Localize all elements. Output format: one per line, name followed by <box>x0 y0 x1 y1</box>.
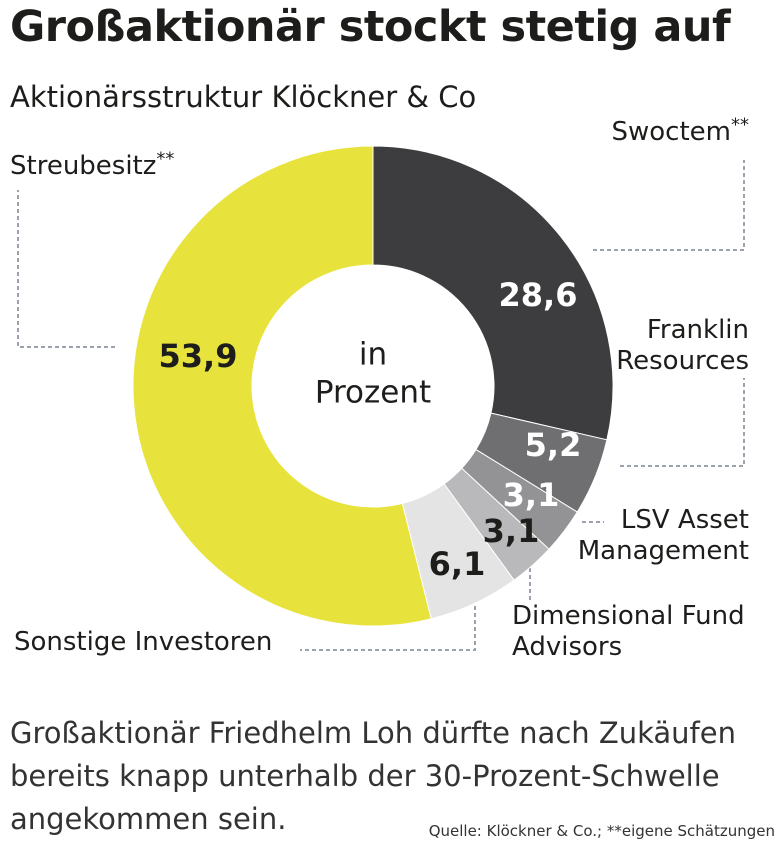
category-label-lsv-asset-management: LSV Asset Management <box>577 505 749 566</box>
slice-swoctem <box>372 145 614 441</box>
slice-streubesitz <box>132 145 432 627</box>
category-label-dimensional-fund-advisors: Dimensional Fund Advisors <box>512 601 745 662</box>
leader-line <box>593 160 745 251</box>
value-label-sonstige-investoren: 6,1 <box>429 545 486 583</box>
value-label-dimensional-fund-advisors: 3,1 <box>483 512 540 550</box>
source-note: Quelle: Klöckner & Co.; **eigene Schätzu… <box>428 822 775 840</box>
category-label-franklin-resources: Franklin Resources <box>616 315 749 376</box>
leader-line <box>17 190 115 348</box>
leader-line <box>620 378 745 467</box>
leader-lines <box>17 160 745 651</box>
center-label-line-1: in <box>359 337 387 373</box>
caption-text: Großaktionär Friedhelm Loh dürfte nach Z… <box>10 716 736 836</box>
center-label-line-2: Prozent <box>315 375 431 411</box>
footnote-marker: ** <box>156 148 175 170</box>
footnote-marker: ** <box>731 114 749 136</box>
leader-line <box>300 592 476 651</box>
category-label-swoctem: Swoctem** <box>611 114 750 147</box>
category-label-streubesitz: Streubesitz** <box>10 148 175 181</box>
value-label-streubesitz: 53,9 <box>159 337 238 375</box>
chart-title: Großaktionär stockt stetig auf <box>10 2 731 52</box>
chart-subtitle: Aktionärsstruktur Klöckner & Co <box>10 80 477 114</box>
category-label-sonstige-investoren: Sonstige Investoren <box>14 627 273 657</box>
value-label-franklin-resources: 5,2 <box>525 426 582 464</box>
value-label-swoctem: 28,6 <box>499 276 578 314</box>
value-label-lsv-asset-management: 3,1 <box>503 476 560 514</box>
